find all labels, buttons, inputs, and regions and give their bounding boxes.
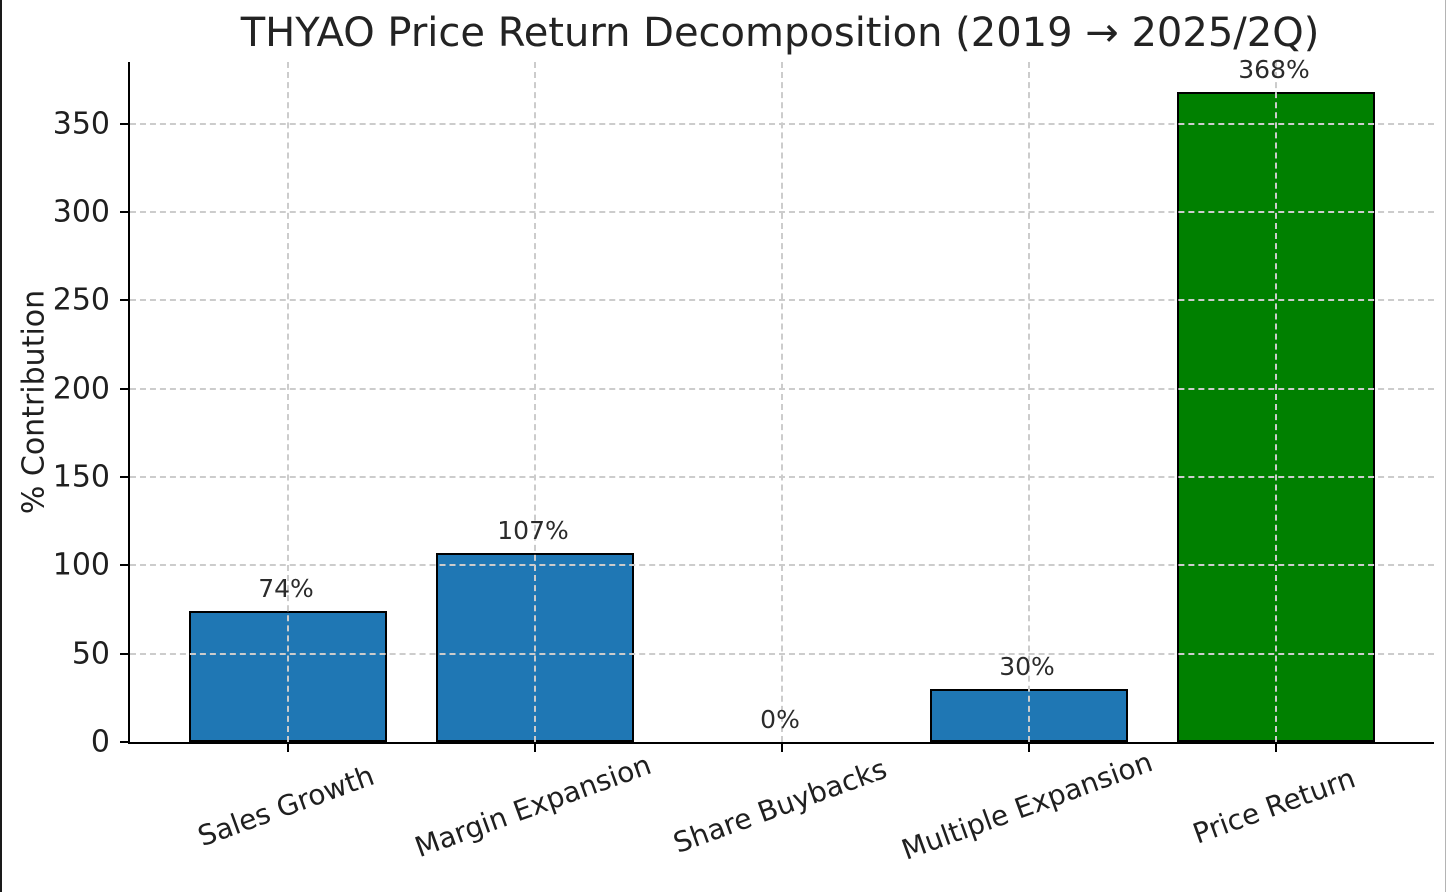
- x-tick-label-sales-growth: Sales Growth: [193, 758, 379, 854]
- value-label-margin-expansion: 107%: [497, 516, 569, 545]
- y-axis-label: % Contribution: [16, 289, 52, 515]
- y-tick-label-200: 200: [52, 371, 110, 407]
- x-tick-price-return: [1275, 744, 1277, 752]
- x-tick-label-multiple-expansion: Multiple Expansion: [897, 745, 1157, 867]
- x-tick-margin-expansion: [534, 744, 536, 752]
- y-tick-250: [120, 299, 128, 302]
- y-tick-150: [120, 476, 128, 479]
- y-tick-label-0: 0: [90, 724, 110, 760]
- gridline-x-multiple-expansion: [1028, 62, 1030, 742]
- gridline-x-margin-expansion: [534, 62, 536, 742]
- y-tick-label-50: 50: [71, 636, 110, 672]
- x-tick-share-buybacks: [781, 744, 783, 752]
- y-tick-label-150: 150: [52, 459, 110, 495]
- y-tick-0: [120, 741, 128, 743]
- x-tick-label-margin-expansion: Margin Expansion: [410, 747, 656, 865]
- y-tick-300: [120, 211, 128, 214]
- x-tick-label-price-return: Price Return: [1188, 761, 1360, 851]
- y-tick-label-350: 350: [52, 106, 110, 142]
- x-tick-label-share-buybacks: Share Buybacks: [668, 752, 892, 860]
- y-tick-100: [120, 564, 128, 567]
- value-label-sales-growth: 74%: [258, 574, 314, 604]
- value-label-price-return: 368%: [1238, 55, 1310, 85]
- value-label-multiple-expansion: 30%: [999, 652, 1055, 681]
- window-left-edge: [0, 0, 2, 892]
- gridline-x-price-return: [1275, 62, 1277, 742]
- y-tick-label-300: 300: [52, 194, 110, 230]
- y-tick-label-100: 100: [52, 547, 110, 583]
- x-tick-multiple-expansion: [1028, 744, 1030, 752]
- gridline-x-share-buybacks: [781, 62, 783, 742]
- plot-area: 0 50 100 150 200 250 300 350: [53, 62, 1434, 760]
- y-tick-350: [120, 122, 128, 125]
- x-tick-sales-growth: [287, 744, 289, 752]
- gridline-x-sales-growth: [287, 62, 289, 742]
- y-tick-50: [120, 652, 128, 655]
- y-tick-label-250: 250: [52, 282, 110, 318]
- y-tick-200: [120, 387, 128, 390]
- value-label-share-buybacks: 0%: [760, 705, 800, 734]
- chart-title: THYAO Price Return Decomposition (2019 →…: [240, 10, 1320, 56]
